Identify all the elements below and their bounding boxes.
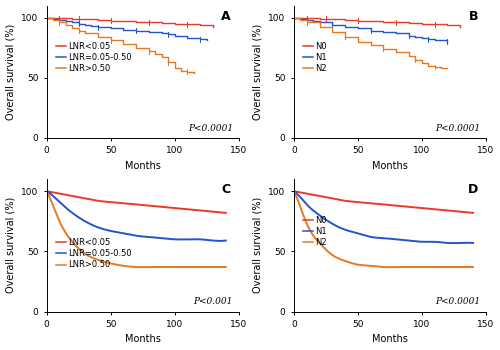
- Text: C: C: [222, 183, 231, 196]
- Y-axis label: Overall survival (%): Overall survival (%): [6, 24, 16, 120]
- X-axis label: Months: Months: [124, 161, 160, 171]
- Text: A: A: [222, 9, 231, 22]
- X-axis label: Months: Months: [372, 161, 408, 171]
- Y-axis label: Overall survival (%): Overall survival (%): [253, 24, 263, 120]
- Y-axis label: Overall survival (%): Overall survival (%): [6, 197, 16, 294]
- X-axis label: Months: Months: [372, 335, 408, 344]
- Text: B: B: [468, 9, 478, 22]
- Legend: N0, N1, N2: N0, N1, N2: [302, 215, 328, 248]
- Legend: LNR<0.05, LNR=0.05-0.50, LNR>0.50: LNR<0.05, LNR=0.05-0.50, LNR>0.50: [54, 41, 132, 74]
- Text: P<0.001: P<0.001: [194, 297, 233, 306]
- Text: P<0.0001: P<0.0001: [435, 124, 480, 133]
- Text: P<0.0001: P<0.0001: [188, 124, 233, 133]
- Text: D: D: [468, 183, 478, 196]
- X-axis label: Months: Months: [124, 335, 160, 344]
- Legend: N0, N1, N2: N0, N1, N2: [302, 41, 328, 74]
- Y-axis label: Overall survival (%): Overall survival (%): [253, 197, 263, 294]
- Legend: LNR<0.05, LNR=0.05-0.50, LNR>0.50: LNR<0.05, LNR=0.05-0.50, LNR>0.50: [54, 238, 132, 270]
- Text: P<0.0001: P<0.0001: [435, 297, 480, 306]
